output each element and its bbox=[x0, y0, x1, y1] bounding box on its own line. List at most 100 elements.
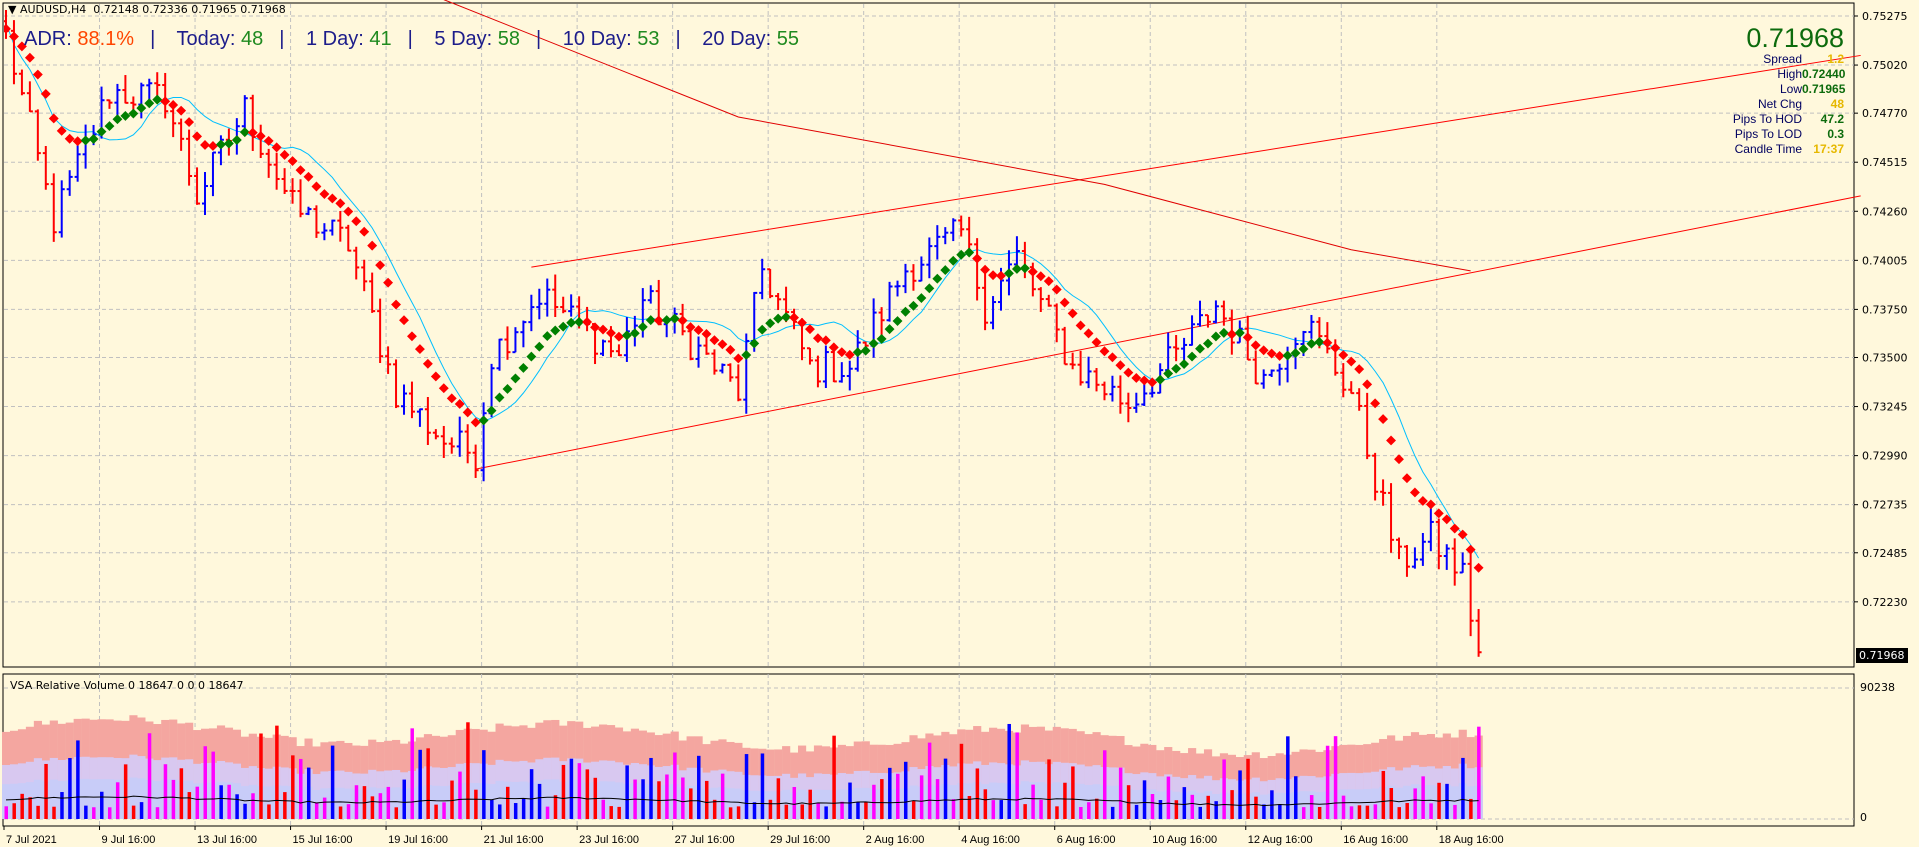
volume-bar bbox=[235, 794, 239, 819]
volume-band bbox=[264, 786, 273, 819]
ma-diamond bbox=[1417, 496, 1428, 506]
volume-band bbox=[726, 788, 735, 819]
volume-bar bbox=[1015, 732, 1019, 819]
x-tick-label: 19 Jul 16:00 bbox=[388, 834, 448, 846]
separator: | bbox=[675, 28, 681, 50]
volume-band bbox=[782, 789, 791, 819]
separator: | bbox=[407, 28, 413, 50]
volume-bar bbox=[840, 801, 844, 819]
volume-bar bbox=[1246, 758, 1250, 819]
ohlc-bar bbox=[1467, 550, 1474, 637]
volume-bar bbox=[1150, 794, 1155, 819]
ohlc-bar bbox=[727, 363, 734, 382]
ma-diamond bbox=[335, 198, 346, 209]
ma-diamond bbox=[924, 283, 935, 294]
ohlc-high: 0.72336 bbox=[142, 3, 188, 16]
d20-value: 55 bbox=[776, 28, 800, 50]
ma-diamond bbox=[223, 138, 234, 149]
ohlc-bar bbox=[1356, 388, 1363, 411]
ohlc-bar bbox=[1173, 335, 1180, 362]
ohlc-bar bbox=[918, 256, 925, 282]
y-tick-label: 0.72485 bbox=[1862, 547, 1908, 560]
info-row: Net Chg 48 bbox=[1733, 97, 1844, 112]
x-tick-label: 9 Jul 16:00 bbox=[102, 834, 156, 846]
x-tick-label: 27 Jul 16:00 bbox=[675, 834, 735, 846]
ohlc-bar bbox=[870, 298, 877, 358]
volume-bar bbox=[434, 804, 438, 819]
ohlc-bar bbox=[432, 429, 439, 440]
ma-diamond bbox=[446, 393, 457, 404]
volume-bar bbox=[498, 804, 502, 819]
ohlc-bar bbox=[1268, 369, 1275, 377]
ohlc-bar bbox=[1427, 508, 1434, 552]
ma-diamond bbox=[1171, 363, 1182, 374]
volume-bar bbox=[139, 802, 144, 819]
volume-bar bbox=[1469, 798, 1473, 819]
y-tick-label: 0.72990 bbox=[1862, 450, 1908, 463]
ohlc-bar bbox=[1419, 532, 1426, 566]
x-tick-label: 23 Jul 16:00 bbox=[579, 834, 639, 846]
volume-bar bbox=[1278, 804, 1282, 819]
ma-diamond bbox=[613, 331, 624, 342]
ohlc-bar bbox=[512, 327, 519, 354]
ma-diamond bbox=[590, 322, 600, 333]
ma-diamond bbox=[1139, 375, 1150, 386]
volume-bar bbox=[1214, 801, 1218, 819]
ohlc-bar bbox=[568, 294, 575, 317]
volume-bar bbox=[1166, 776, 1171, 819]
ohlc-bar bbox=[114, 83, 121, 118]
ohlc-bar bbox=[369, 272, 376, 313]
info-row-value: 47.2 bbox=[1820, 112, 1844, 126]
volume-bar bbox=[505, 786, 510, 819]
ma-diamond bbox=[828, 342, 839, 353]
ma-diamond bbox=[9, 31, 19, 42]
ohlc-bar bbox=[496, 338, 503, 371]
ohlc-bar bbox=[942, 227, 949, 245]
volume-bar bbox=[60, 792, 64, 819]
ma-diamond bbox=[200, 140, 210, 150]
x-tick-label: 10 Aug 16:00 bbox=[1152, 834, 1217, 846]
volume-band bbox=[336, 787, 345, 819]
volume-bar bbox=[537, 783, 542, 819]
volume-bar bbox=[665, 774, 669, 819]
dropdown-triangle-icon[interactable]: ▼ bbox=[8, 3, 17, 16]
ohlc-bar bbox=[297, 179, 304, 218]
volume-bar bbox=[1301, 807, 1306, 819]
volume-bar bbox=[131, 805, 136, 819]
x-tick-label: 29 Jul 16:00 bbox=[770, 834, 830, 846]
volume-bar bbox=[442, 802, 446, 819]
volume-band bbox=[240, 786, 249, 819]
ma-diamond bbox=[1258, 345, 1269, 356]
ma-diamond bbox=[478, 415, 489, 426]
today-value: 48 bbox=[240, 28, 264, 50]
ma-diamond bbox=[1043, 276, 1054, 287]
volume-band bbox=[1315, 792, 1324, 819]
ohlc-bar bbox=[289, 178, 296, 204]
volume-bar bbox=[1222, 759, 1226, 819]
volume-bar bbox=[1118, 767, 1123, 819]
info-row: Pips To HOD 47.2 bbox=[1733, 112, 1844, 127]
volume-bar bbox=[68, 758, 72, 819]
volume-bar bbox=[52, 806, 56, 819]
volume-band bbox=[1076, 783, 1085, 819]
ma-diamond bbox=[215, 139, 226, 150]
ma-diamond bbox=[1091, 337, 1102, 348]
separator: | bbox=[150, 28, 156, 50]
d1-label: 1 Day: bbox=[306, 28, 364, 50]
ma-diamond bbox=[1465, 544, 1476, 555]
volume-bar bbox=[1095, 798, 1099, 819]
volume-bar bbox=[617, 806, 621, 819]
volume-bar bbox=[959, 743, 964, 819]
volume-min-label: 0 bbox=[1860, 811, 1867, 824]
volume-bar bbox=[927, 742, 932, 819]
volume-bar bbox=[1317, 806, 1322, 819]
ma-diamond bbox=[1067, 308, 1078, 319]
ma-diamond bbox=[88, 134, 99, 144]
ma-diamond bbox=[733, 353, 744, 364]
volume-band bbox=[511, 781, 520, 819]
ma-diamond bbox=[518, 362, 529, 373]
volume-bar bbox=[609, 806, 613, 819]
volume-bar bbox=[1039, 799, 1043, 819]
slow-moving-average bbox=[443, 0, 1471, 272]
